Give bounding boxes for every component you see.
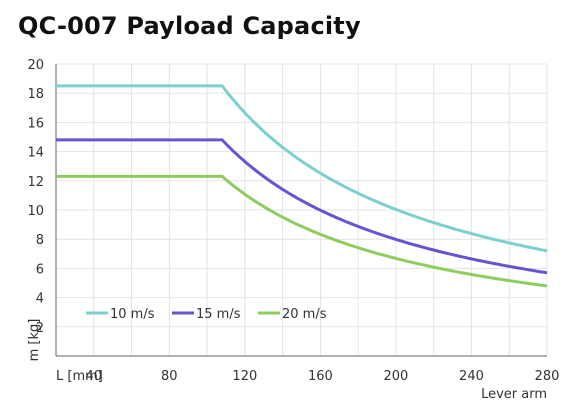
x-tick-label: 200 xyxy=(384,369,409,384)
x-tick-label: 80 xyxy=(161,369,178,384)
legend-label: 20 m/s xyxy=(282,307,327,322)
series-line-2 xyxy=(56,138,548,275)
x-tick-label: 40 xyxy=(85,369,102,384)
y-tick-label: 14 xyxy=(27,146,44,161)
legend: 10 m/s 15 m/s 20 m/s xyxy=(86,307,327,322)
y-tick-labels: 2 4 6 8 10 12 14 16 18 20 xyxy=(27,58,44,336)
y-tick-label: 6 xyxy=(36,262,44,277)
legend-label: 15 m/s xyxy=(196,307,241,322)
y-tick-label: 4 xyxy=(36,292,44,307)
legend-label: 10 m/s xyxy=(110,307,155,322)
y-tick-label: 18 xyxy=(27,87,44,102)
grid xyxy=(55,63,548,357)
x-tick-label: 120 xyxy=(232,369,257,384)
chart-title: QC-007 Payload Capacity xyxy=(18,12,361,40)
series-line-3 xyxy=(56,174,548,288)
x-axis-label: Lever arm xyxy=(481,387,547,402)
x-axis-unit-label: L [mm] xyxy=(56,369,103,384)
x-tick-label: 160 xyxy=(308,369,333,384)
y-axis-label: m [kg] xyxy=(27,319,42,362)
x-tick-labels: 40 80 120 160 200 240 280 xyxy=(85,369,559,384)
y-tick-label: 10 xyxy=(27,204,44,219)
series-line-1 xyxy=(56,84,548,253)
x-tick-label: 240 xyxy=(459,369,484,384)
y-tick-label: 8 xyxy=(36,233,44,248)
y-tick-label: 16 xyxy=(27,116,44,131)
y-tick-label: 12 xyxy=(27,175,44,190)
y-tick-label: 20 xyxy=(27,58,44,73)
series-lines xyxy=(56,84,548,288)
x-tick-label: 280 xyxy=(535,369,560,384)
y-tick-label: 2 xyxy=(36,321,44,336)
